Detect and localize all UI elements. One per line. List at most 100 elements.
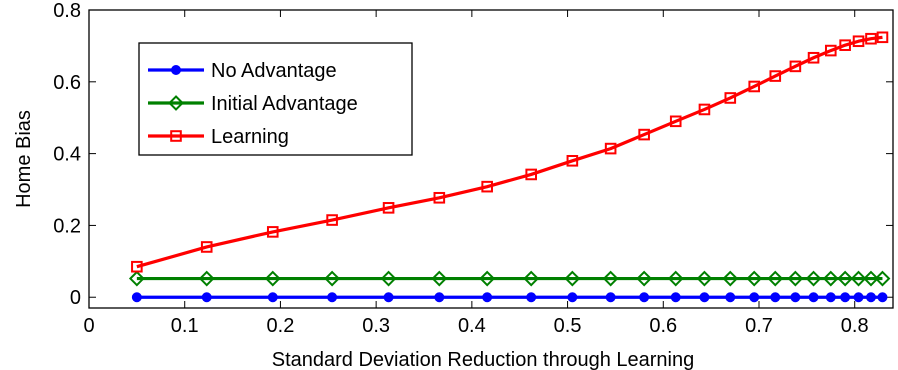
x-tick-label: 0.2: [267, 315, 295, 337]
data-point: [789, 60, 802, 73]
y-tick-label: 0.6: [53, 72, 81, 94]
series-layer: [128, 31, 891, 303]
data-point: [746, 270, 763, 287]
data-point: [808, 292, 819, 303]
series-initial-advantage: [128, 270, 891, 287]
x-tick-label: 0.5: [554, 315, 582, 337]
data-point: [669, 115, 682, 128]
data-point: [479, 270, 496, 287]
data-point: [523, 270, 540, 287]
data-point: [696, 270, 713, 287]
legend-marker: [170, 130, 182, 142]
legend-marker: [168, 95, 184, 111]
data-point: [853, 292, 864, 303]
data-point: [724, 92, 737, 104]
data-point: [725, 292, 736, 303]
series-learning: [131, 31, 889, 273]
data-point: [264, 270, 281, 287]
data-point: [267, 292, 278, 303]
x-axis-label: Standard Deviation Reduction through Lea…: [272, 349, 695, 370]
data-point: [749, 292, 760, 303]
data-point: [128, 270, 145, 287]
data-point: [382, 202, 395, 214]
data-point: [807, 51, 820, 64]
data-point: [769, 70, 782, 82]
data-point: [722, 270, 739, 287]
y-tick-label: 0.4: [53, 144, 81, 166]
data-point: [638, 128, 650, 141]
data-point: [824, 44, 837, 57]
data-point: [865, 32, 877, 45]
data-point: [431, 270, 448, 287]
x-tick-label: 0: [83, 315, 94, 337]
y-axis-label: Home Bias: [13, 110, 35, 208]
data-point: [670, 292, 681, 303]
legend: No Advantage Initial Advantage Learning: [138, 42, 413, 156]
legend-label: No Advantage: [211, 60, 337, 82]
data-point: [837, 270, 854, 287]
y-tick-label: 0.2: [53, 215, 81, 237]
x-tick-label: 0.6: [649, 315, 677, 337]
x-tick-label: 0.4: [458, 315, 486, 337]
data-point: [525, 168, 538, 181]
x-tick-label: 0.1: [171, 315, 199, 337]
y-tick-label: 0: [70, 287, 81, 309]
data-point: [434, 292, 445, 303]
legend-item: No Advantage: [148, 60, 337, 82]
y-tick-label: 0.8: [53, 0, 81, 22]
data-point: [604, 142, 617, 155]
data-point: [805, 270, 822, 287]
data-point: [822, 270, 839, 287]
legend-item: Learning: [148, 126, 289, 148]
data-point: [865, 292, 876, 303]
data-point: [839, 39, 851, 51]
series-no-advantage: [131, 292, 888, 303]
x-tick-label: 0.3: [362, 315, 390, 337]
data-point: [383, 292, 394, 303]
data-point: [699, 292, 710, 303]
data-point: [482, 292, 493, 303]
legend-label: Learning: [211, 126, 289, 148]
data-point: [131, 292, 142, 303]
data-point: [326, 214, 338, 226]
data-point: [433, 191, 446, 204]
data-point: [636, 270, 653, 287]
data-point: [201, 292, 212, 303]
data-point: [639, 292, 650, 303]
data-point: [327, 292, 338, 303]
data-point: [698, 103, 711, 116]
data-point: [840, 292, 851, 303]
legend-item: Initial Advantage: [148, 93, 358, 115]
data-point: [667, 270, 684, 287]
data-point: [863, 270, 879, 287]
data-point: [825, 292, 836, 303]
data-point: [567, 292, 578, 303]
data-point: [602, 270, 619, 287]
data-point: [767, 270, 784, 287]
data-point: [200, 241, 213, 253]
x-axis: 0 0.1 0.2 0.3 0.4 0.5 0.6 0.7 0.8: [83, 10, 869, 337]
x-tick-label: 0.7: [745, 315, 773, 337]
x-tick-label: 0.8: [841, 315, 869, 337]
data-point: [380, 270, 397, 287]
data-point: [566, 154, 579, 167]
data-point: [481, 180, 493, 193]
data-point: [266, 226, 279, 238]
legend-label: Initial Advantage: [211, 93, 358, 115]
data-point: [877, 292, 888, 303]
data-point: [790, 292, 801, 303]
data-point: [852, 35, 865, 48]
data-point: [605, 292, 616, 303]
data-point: [787, 270, 804, 287]
data-point: [324, 270, 341, 287]
data-point: [876, 31, 889, 44]
data-point: [770, 292, 781, 303]
data-point: [131, 260, 143, 273]
data-point: [564, 270, 581, 287]
y-axis: 0 0.2 0.4 0.6 0.8: [53, 0, 893, 309]
data-point: [748, 80, 761, 93]
data-point: [874, 270, 891, 287]
data-point: [526, 292, 537, 303]
data-point: [850, 270, 867, 287]
